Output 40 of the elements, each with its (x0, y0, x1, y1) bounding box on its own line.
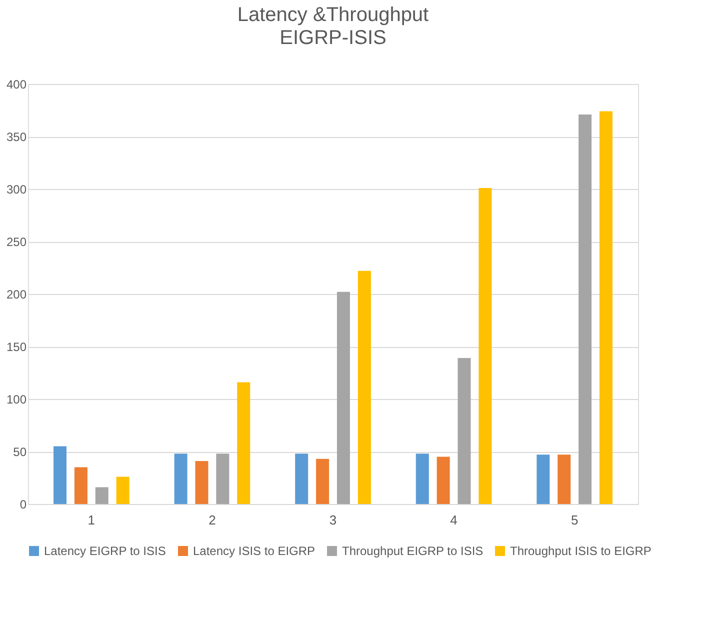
x-tick-label: 1 (88, 512, 96, 528)
bar (599, 111, 612, 504)
bar (54, 446, 67, 504)
bar (478, 188, 492, 504)
bar (358, 270, 371, 504)
bar (436, 456, 450, 504)
legend-label: Throughput ISIS to EIGRP (510, 544, 652, 558)
x-tick-label: 3 (329, 512, 337, 528)
x-tick-label: 2 (208, 512, 216, 528)
bar (74, 467, 88, 504)
bar (237, 382, 250, 504)
bar (195, 460, 208, 504)
x-tick-label: 4 (450, 512, 458, 528)
bar (216, 454, 230, 504)
y-tick-label: 350 (6, 130, 27, 144)
bar (558, 454, 571, 504)
y-tick-label: 100 (6, 392, 27, 406)
bar (116, 476, 130, 504)
y-tick-label: 300 (6, 182, 27, 196)
chart-subtitle: EIGRP-ISIS (280, 27, 386, 49)
bar (536, 454, 550, 504)
legend-label: Throughput EIGRP to ISIS (342, 544, 484, 558)
bar (174, 454, 188, 504)
chart-title: Latency &Throughput (237, 4, 430, 26)
bar (95, 487, 108, 504)
bar (416, 454, 429, 504)
legend-label: Latency EIGRP to ISIS (44, 544, 166, 558)
y-tick-label: 400 (6, 78, 27, 92)
bar (578, 114, 592, 504)
bar (295, 454, 308, 504)
bar (336, 292, 350, 504)
bar (316, 458, 330, 504)
y-tick-label: 200 (6, 288, 27, 302)
y-tick-label: 250 (6, 235, 27, 249)
y-tick-label: 50 (13, 445, 27, 459)
x-tick-label: 5 (570, 512, 578, 528)
y-tick-label: 0 (20, 498, 27, 512)
y-tick-label: 150 (6, 340, 27, 354)
bar (458, 358, 471, 504)
legend-label: Latency ISIS to EIGRP (193, 544, 316, 558)
